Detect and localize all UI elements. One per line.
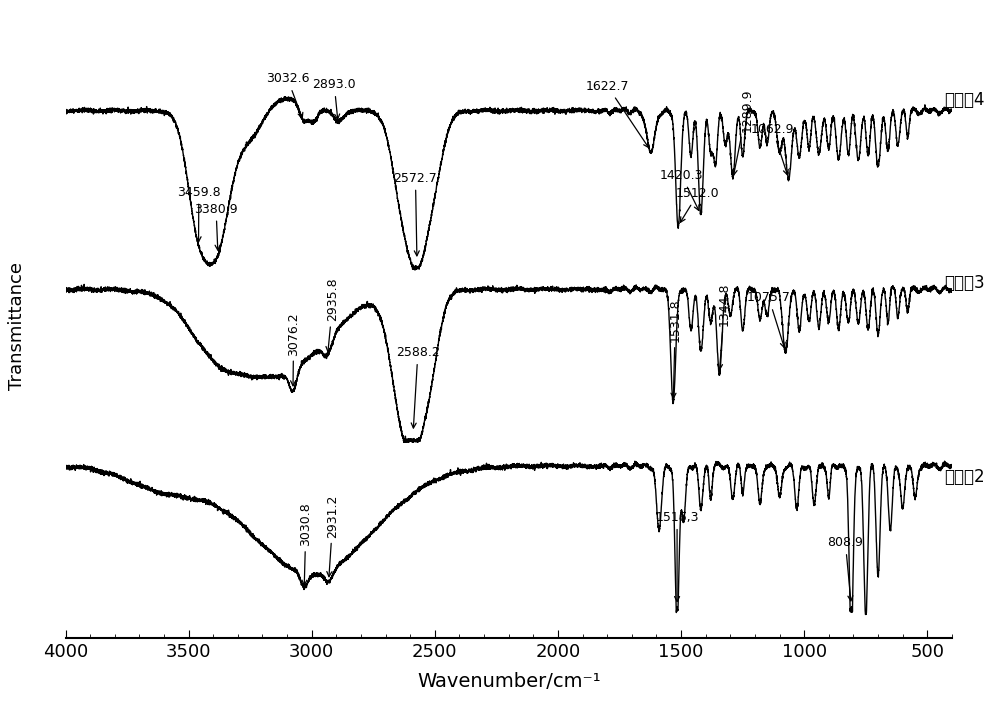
Text: 3030.8: 3030.8 bbox=[299, 503, 312, 585]
X-axis label: Wavenumber/cm⁻¹: Wavenumber/cm⁻¹ bbox=[417, 672, 601, 691]
Text: 3076.2: 3076.2 bbox=[287, 312, 300, 386]
Text: 1289.9: 1289.9 bbox=[732, 88, 753, 175]
Text: 化合特4: 化合特4 bbox=[945, 91, 985, 109]
Text: 3459.8: 3459.8 bbox=[177, 185, 221, 242]
Text: 2935.8: 2935.8 bbox=[326, 278, 340, 352]
Text: 1062.9: 1062.9 bbox=[751, 123, 794, 175]
Text: 3032.6: 3032.6 bbox=[266, 72, 309, 118]
Text: 2931.2: 2931.2 bbox=[327, 494, 340, 577]
Text: 1344.8: 1344.8 bbox=[718, 283, 731, 369]
Text: 1075.7: 1075.7 bbox=[747, 291, 791, 348]
Text: Transmittance: Transmittance bbox=[8, 262, 26, 390]
Text: 1622.7: 1622.7 bbox=[586, 80, 649, 147]
Text: 化合特2: 化合特2 bbox=[945, 467, 985, 486]
Text: 1420.3: 1420.3 bbox=[660, 169, 703, 211]
Text: 3380.9: 3380.9 bbox=[194, 202, 238, 250]
Text: 2588.2: 2588.2 bbox=[396, 346, 440, 428]
Text: 2893.0: 2893.0 bbox=[312, 78, 356, 119]
Text: 808.9: 808.9 bbox=[827, 536, 863, 601]
Text: 化合特3: 化合特3 bbox=[945, 274, 985, 292]
Text: 1512.0: 1512.0 bbox=[676, 187, 720, 222]
Text: 2572.7: 2572.7 bbox=[394, 171, 437, 256]
Text: 1531.8: 1531.8 bbox=[669, 298, 682, 398]
Text: 1516,3: 1516,3 bbox=[655, 511, 699, 601]
